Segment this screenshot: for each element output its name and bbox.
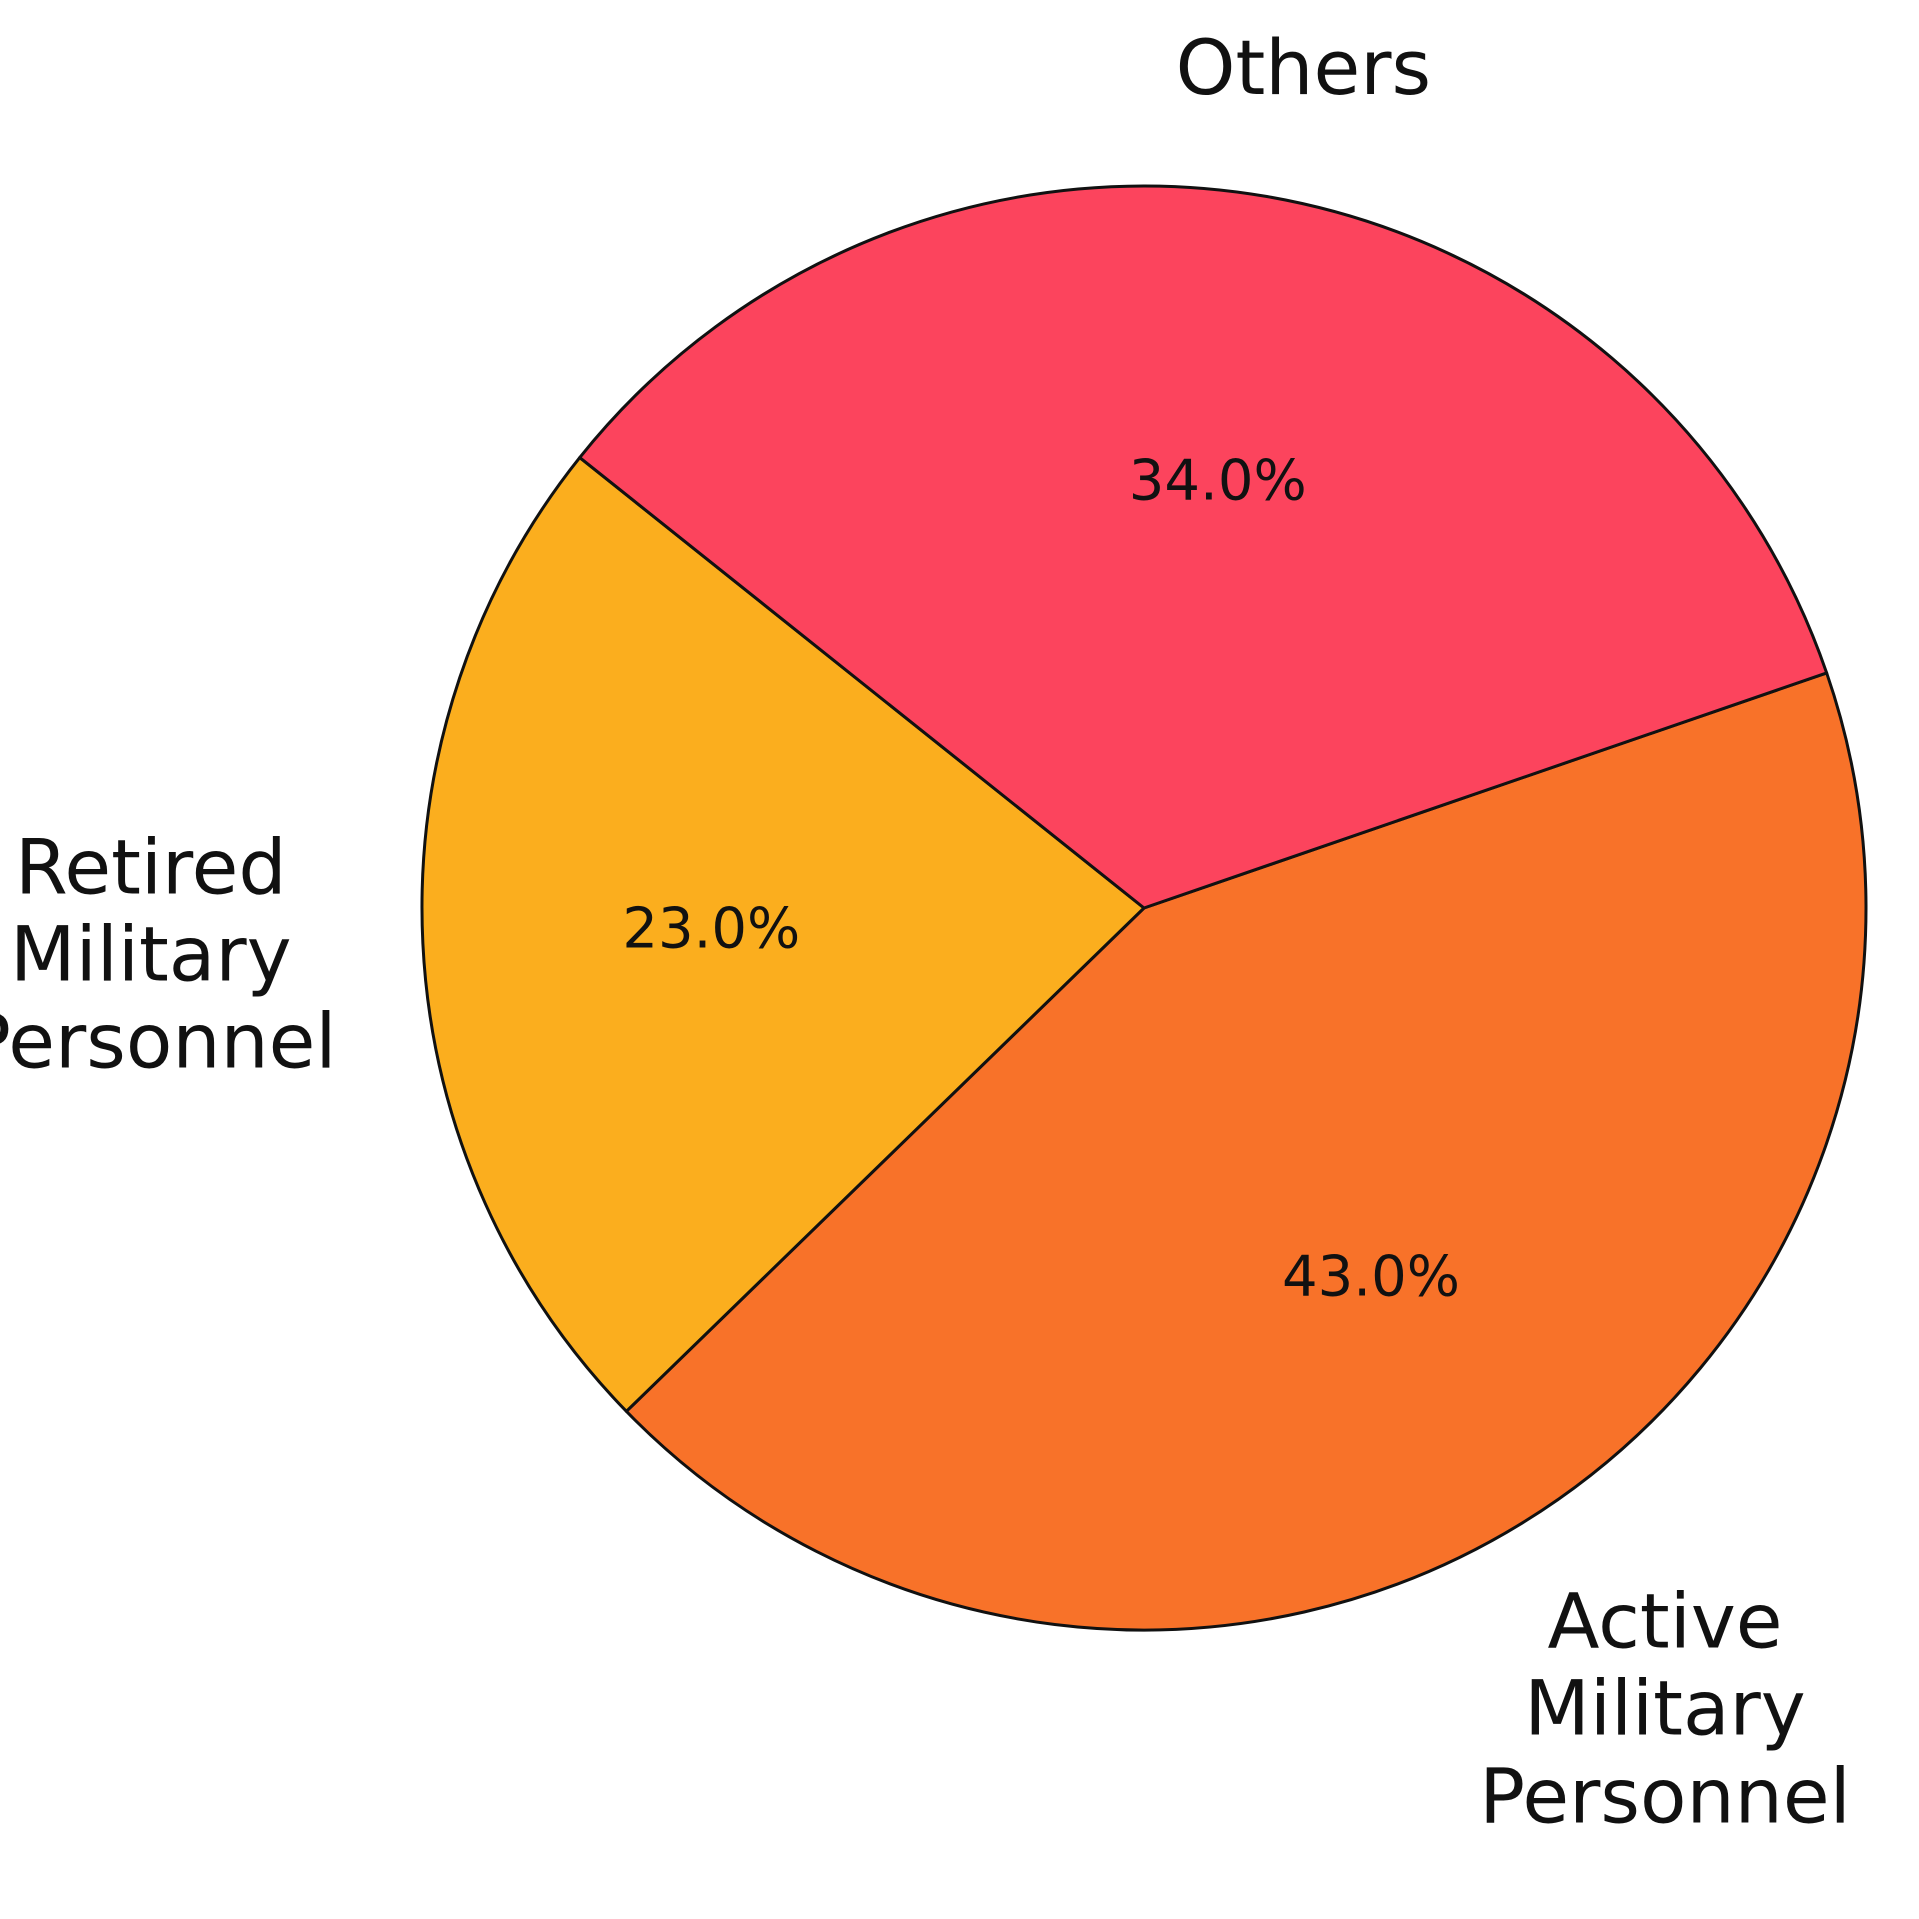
slice-label: Retired Military Personnel bbox=[0, 821, 337, 1086]
pie-slice bbox=[624, 671, 1868, 1632]
pie-slice bbox=[578, 184, 1829, 910]
value-label: 23.0% bbox=[622, 896, 801, 962]
slice-label: Active Military Personnel bbox=[1479, 1576, 1851, 1841]
value-label: 43.0% bbox=[1282, 1244, 1460, 1310]
slice-label: Others bbox=[1175, 23, 1432, 113]
pie-slice bbox=[420, 456, 1146, 1413]
value-label: 34.0% bbox=[1128, 448, 1307, 514]
